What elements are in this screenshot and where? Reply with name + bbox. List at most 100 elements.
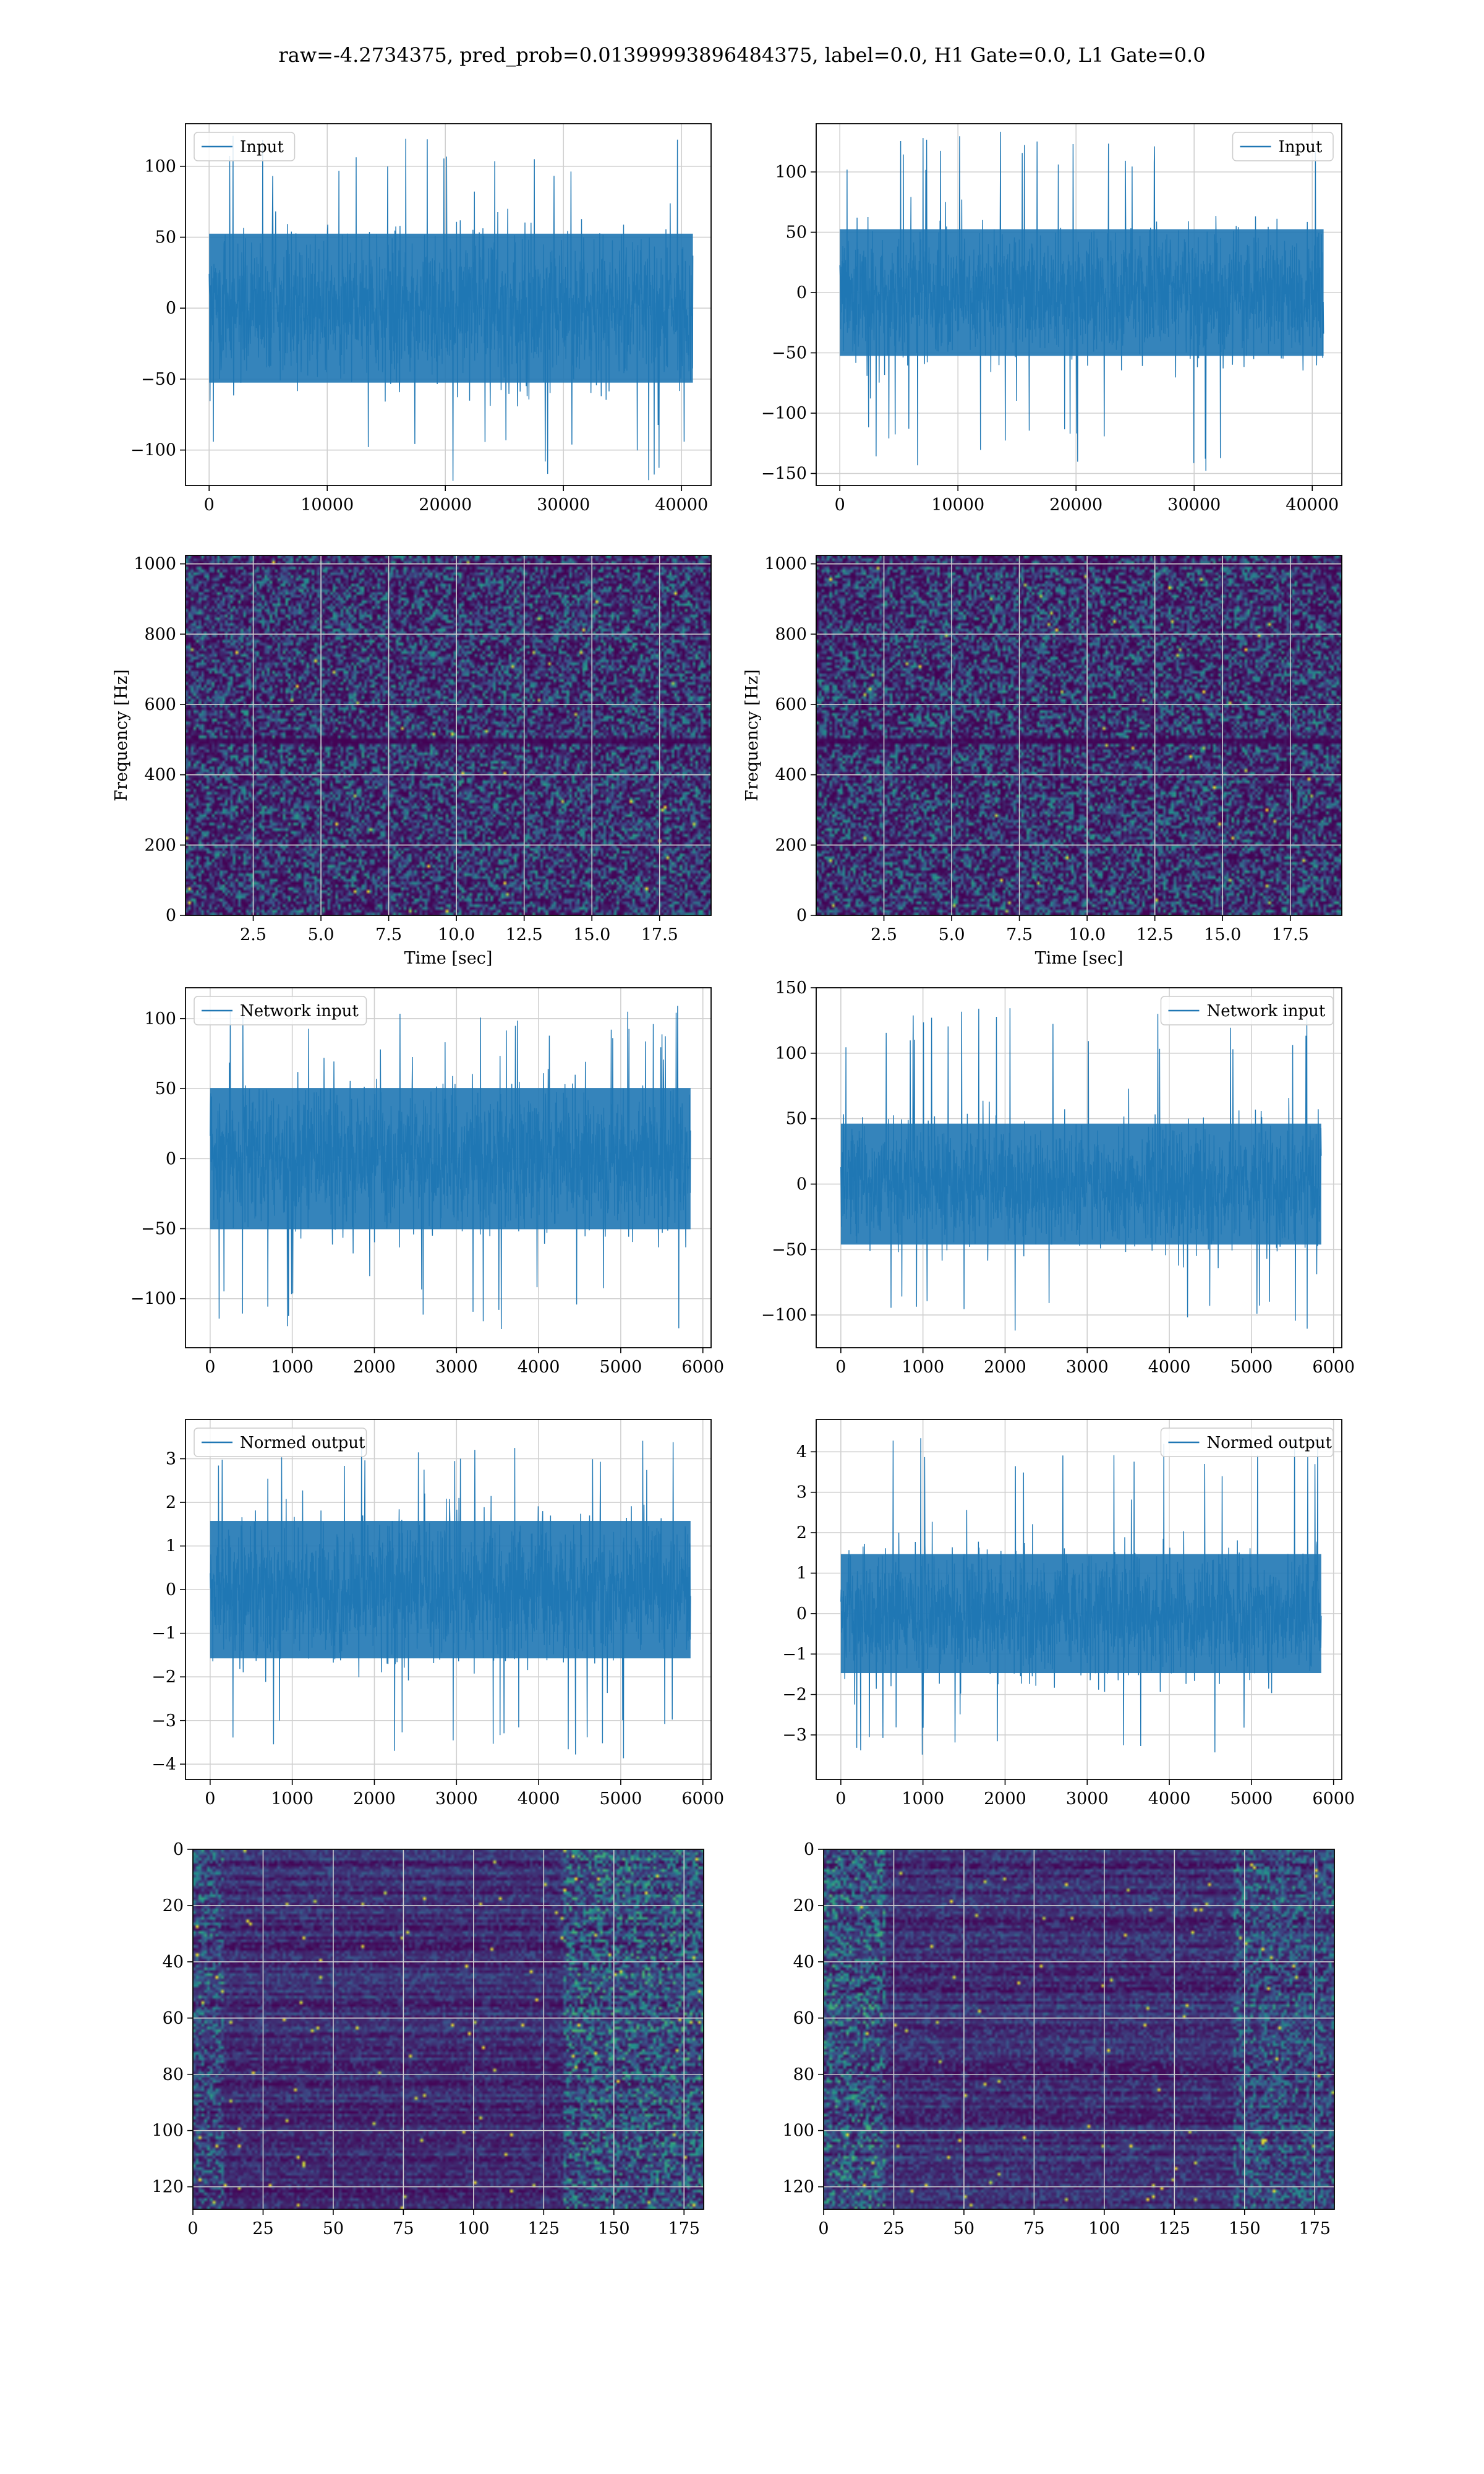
y-tick-label: 20 bbox=[163, 1896, 184, 1915]
x-tick-label: 75 bbox=[393, 2219, 414, 2238]
y-tick-label: 800 bbox=[144, 625, 176, 644]
y-tick-label: 0 bbox=[796, 906, 807, 925]
x-tick-label: 0 bbox=[835, 495, 845, 515]
legend-label: Network input bbox=[1207, 1002, 1326, 1021]
x-tick-label: 15.0 bbox=[573, 925, 610, 944]
y-axis-label: Frequency [Hz] bbox=[112, 669, 131, 801]
y-tick-label: 60 bbox=[793, 2009, 814, 2028]
input-l1-panel: 0 10000 20000 30000 40000 −150 −100 −50 0 50 100 In… bbox=[761, 123, 1342, 515]
x-tick-label: 1000 bbox=[271, 1358, 313, 1377]
axes-frame bbox=[816, 987, 1342, 1348]
y-tick-label: 1 bbox=[166, 1537, 176, 1556]
y-tick-label: 120 bbox=[782, 2178, 814, 2197]
legend-box bbox=[1160, 996, 1334, 1025]
axes-frame bbox=[816, 1419, 1342, 1780]
y-tick-label: 600 bbox=[775, 695, 807, 714]
x-tick-label: 1000 bbox=[902, 1358, 944, 1377]
y-tick-label: −1 bbox=[782, 1645, 807, 1664]
legend: Input bbox=[194, 132, 296, 161]
x-tick-label: 125 bbox=[528, 2219, 560, 2238]
y-tick-label: 50 bbox=[155, 228, 176, 247]
legend-label: Input bbox=[240, 138, 284, 156]
y-tick-label: −100 bbox=[761, 1306, 807, 1325]
y-tick-label: 120 bbox=[151, 2178, 184, 2197]
x-tick-label: 2.5 bbox=[240, 925, 267, 944]
series-dense-band bbox=[840, 229, 1324, 356]
x-tick-label: 20000 bbox=[419, 495, 472, 515]
axes-frame bbox=[185, 123, 712, 486]
x-tick-label: 50 bbox=[323, 2219, 344, 2238]
legend-label: Normed output bbox=[240, 1434, 365, 1452]
y-tick-label: 0 bbox=[166, 906, 176, 925]
y-tick-label: 100 bbox=[782, 2121, 814, 2141]
x-tick-label: 15.0 bbox=[1204, 925, 1241, 944]
y-tick-label: 0 bbox=[173, 1840, 184, 1859]
x-tick-label: 0 bbox=[818, 2219, 829, 2238]
normed-output-l1-panel: 0 1000 2000 3000 4000 5000 6000 −3 −2 −1 0 1 2 3 4 Norm… bbox=[782, 1419, 1355, 1808]
y-tick-label: 400 bbox=[144, 766, 176, 785]
x-tick-label: 50 bbox=[953, 2219, 974, 2238]
x-tick-label: 175 bbox=[1298, 2219, 1331, 2238]
x-tick-label: 4000 bbox=[518, 1358, 560, 1377]
x-tick-label: 5.0 bbox=[308, 925, 335, 944]
axes-frame bbox=[816, 123, 1342, 486]
x-tick-label: 17.5 bbox=[1272, 925, 1309, 944]
x-tick-label: 20000 bbox=[1049, 495, 1102, 515]
x-tick-label: 10.0 bbox=[1068, 925, 1106, 944]
y-tick-label: −1 bbox=[151, 1624, 176, 1643]
heatmap-image bbox=[193, 1849, 704, 2209]
y-tick-label: 100 bbox=[775, 1044, 807, 1063]
y-tick-label: 3 bbox=[166, 1449, 176, 1468]
legend-box bbox=[1160, 1427, 1334, 1457]
x-tick-label: 40000 bbox=[1286, 495, 1339, 515]
axes-frame bbox=[816, 555, 1342, 916]
x-tick-label: 25 bbox=[252, 2219, 273, 2238]
series-dense-band bbox=[840, 1123, 1321, 1245]
x-tick-label: 3000 bbox=[435, 1358, 478, 1377]
x-tick-label: 5000 bbox=[1230, 1789, 1273, 1808]
x-tick-label: 150 bbox=[598, 2219, 630, 2238]
legend: Normed output bbox=[1160, 1427, 1334, 1457]
legend: Input bbox=[1232, 132, 1334, 161]
series-dense-band bbox=[209, 233, 693, 383]
y-tick-label: 2 bbox=[166, 1493, 176, 1512]
x-tick-label: 5000 bbox=[600, 1358, 642, 1377]
x-tick-label: 100 bbox=[1088, 2219, 1120, 2238]
x-tick-label: 10.0 bbox=[438, 925, 475, 944]
x-tick-label: 5.0 bbox=[939, 925, 965, 944]
legend-box bbox=[194, 996, 367, 1025]
y-tick-label: 200 bbox=[144, 836, 176, 855]
axes-frame bbox=[823, 1849, 1335, 2210]
y-tick-label: 400 bbox=[775, 766, 807, 785]
y-tick-label: 80 bbox=[793, 2065, 814, 2084]
x-tick-label: 6000 bbox=[681, 1358, 724, 1377]
x-tick-label: 6000 bbox=[1312, 1789, 1355, 1808]
legend: Network input bbox=[194, 996, 367, 1025]
x-tick-label: 0 bbox=[205, 1358, 215, 1377]
axes-frame bbox=[185, 987, 712, 1348]
y-tick-label: 100 bbox=[775, 163, 807, 182]
x-tick-label: 2000 bbox=[353, 1358, 396, 1377]
axes-frame bbox=[185, 1419, 712, 1780]
y-tick-label: −4 bbox=[151, 1755, 176, 1774]
y-tick-label: 600 bbox=[144, 695, 176, 714]
feature-map-h1-panel: 0 25 50 75 100 125 150 175 0 20 40 60 80 100 120 bbox=[151, 1840, 704, 2238]
y-tick-label: 4 bbox=[796, 1442, 807, 1462]
y-tick-label: −100 bbox=[761, 404, 807, 423]
feature-map-l1-panel: 0 25 50 75 100 125 150 175 0 20 40 60 80 100 120 bbox=[782, 1840, 1335, 2238]
y-tick-label: 0 bbox=[796, 283, 807, 302]
series-dense-band bbox=[210, 1521, 691, 1659]
y-tick-label: −3 bbox=[782, 1726, 807, 1745]
x-tick-label: 25 bbox=[883, 2219, 904, 2238]
x-tick-label: 75 bbox=[1023, 2219, 1044, 2238]
y-tick-label: 100 bbox=[144, 1009, 176, 1029]
spectrogram-l1-panel: 2.5 5.0 7.5 10.0 12.5 15.0 17.5 0 200 400 600 800 10… bbox=[743, 555, 1342, 968]
x-axis-label: Time [sec] bbox=[404, 949, 493, 968]
x-tick-label: 2000 bbox=[353, 1789, 396, 1808]
network-input-l1-panel: 0 1000 2000 3000 4000 5000 6000 −100 −50 0 50 100 15… bbox=[761, 978, 1355, 1377]
heatmap-image bbox=[824, 1849, 1334, 2209]
x-axis-label: Time [sec] bbox=[1035, 949, 1124, 968]
x-tick-label: 2000 bbox=[984, 1789, 1026, 1808]
x-tick-label: 1000 bbox=[271, 1789, 313, 1808]
x-tick-label: 175 bbox=[668, 2219, 700, 2238]
